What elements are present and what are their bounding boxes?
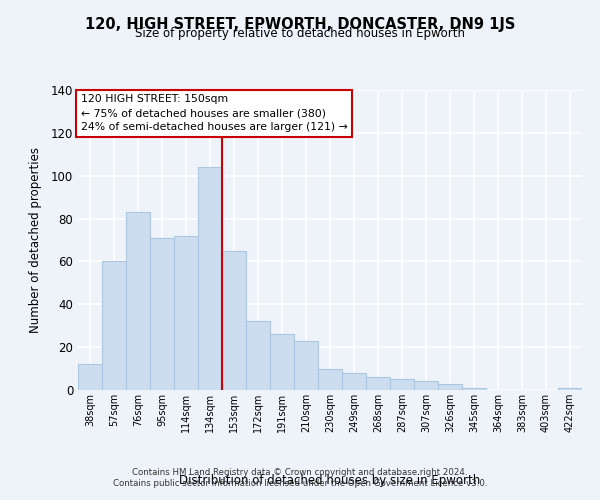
- Bar: [246, 322, 270, 390]
- Bar: [126, 212, 150, 390]
- Bar: [438, 384, 462, 390]
- Bar: [294, 340, 318, 390]
- Text: Size of property relative to detached houses in Epworth: Size of property relative to detached ho…: [135, 28, 465, 40]
- Bar: [222, 250, 246, 390]
- Text: Contains HM Land Registry data © Crown copyright and database right 2024.
Contai: Contains HM Land Registry data © Crown c…: [113, 468, 487, 487]
- Bar: [558, 388, 582, 390]
- Text: 120, HIGH STREET, EPWORTH, DONCASTER, DN9 1JS: 120, HIGH STREET, EPWORTH, DONCASTER, DN…: [85, 18, 515, 32]
- Bar: [198, 167, 222, 390]
- Bar: [150, 238, 174, 390]
- Bar: [366, 377, 390, 390]
- Bar: [174, 236, 198, 390]
- Bar: [462, 388, 486, 390]
- Bar: [414, 382, 438, 390]
- Y-axis label: Number of detached properties: Number of detached properties: [29, 147, 43, 333]
- Bar: [102, 262, 126, 390]
- Bar: [318, 368, 342, 390]
- Bar: [78, 364, 102, 390]
- Text: 120 HIGH STREET: 150sqm
← 75% of detached houses are smaller (380)
24% of semi-d: 120 HIGH STREET: 150sqm ← 75% of detache…: [80, 94, 347, 132]
- Bar: [270, 334, 294, 390]
- Bar: [390, 380, 414, 390]
- X-axis label: Distribution of detached houses by size in Epworth: Distribution of detached houses by size …: [179, 474, 481, 487]
- Bar: [342, 373, 366, 390]
